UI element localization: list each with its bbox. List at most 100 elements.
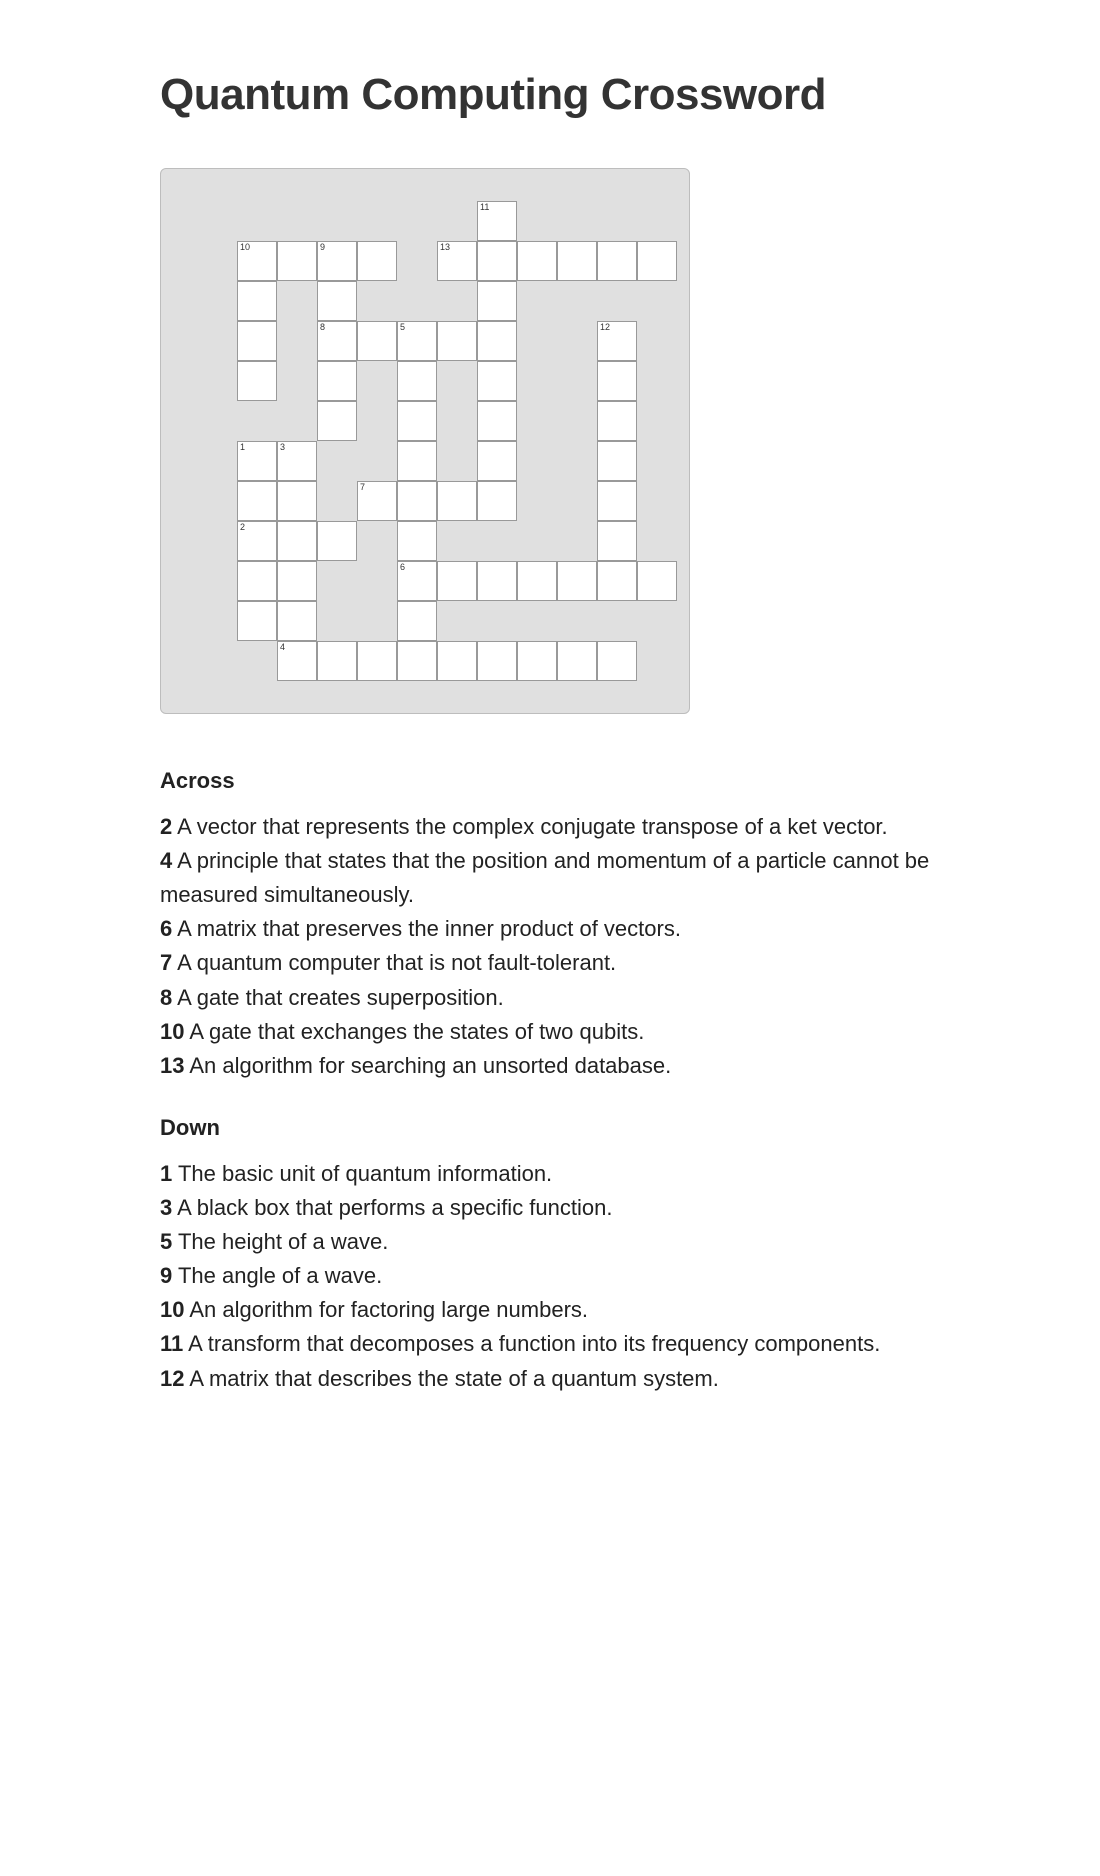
cell-number: 5 xyxy=(400,323,405,332)
cell-number: 4 xyxy=(280,643,285,652)
clue-number: 6 xyxy=(160,916,172,941)
crossword-cell[interactable] xyxy=(517,641,557,681)
crossword-cell[interactable] xyxy=(517,241,557,281)
crossword-cell[interactable] xyxy=(597,481,637,521)
crossword-cell[interactable]: 12 xyxy=(597,321,637,361)
crossword-cell[interactable]: 5 xyxy=(397,321,437,361)
crossword-cell[interactable] xyxy=(317,521,357,561)
cell-number: 7 xyxy=(360,483,365,492)
clue-text: A black box that performs a specific fun… xyxy=(172,1195,612,1220)
clue-text: The angle of a wave. xyxy=(172,1263,382,1288)
crossword-cell[interactable] xyxy=(357,241,397,281)
crossword-cell[interactable] xyxy=(397,521,437,561)
crossword-cell[interactable] xyxy=(317,641,357,681)
crossword-cell[interactable]: 6 xyxy=(397,561,437,601)
crossword-cell[interactable] xyxy=(397,601,437,641)
crossword-cell[interactable] xyxy=(477,481,517,521)
crossword-cell[interactable] xyxy=(237,601,277,641)
crossword-cell[interactable] xyxy=(357,641,397,681)
crossword-grid: 11 10 9 13 8 5 12 13 7 2 6 4 xyxy=(197,201,677,681)
down-clue: 3 A black box that performs a specific f… xyxy=(160,1191,940,1225)
crossword-cell[interactable] xyxy=(277,601,317,641)
crossword-cell[interactable] xyxy=(477,241,517,281)
crossword-cell[interactable] xyxy=(237,281,277,321)
crossword-cell[interactable] xyxy=(397,441,437,481)
clue-number: 9 xyxy=(160,1263,172,1288)
crossword-cell[interactable] xyxy=(277,561,317,601)
crossword-cell[interactable] xyxy=(557,561,597,601)
crossword-cell[interactable] xyxy=(397,641,437,681)
down-clue: 10 An algorithm for factoring large numb… xyxy=(160,1293,940,1327)
crossword-cell[interactable]: 10 xyxy=(237,241,277,281)
crossword-cell[interactable]: 4 xyxy=(277,641,317,681)
crossword-cell[interactable] xyxy=(277,481,317,521)
crossword-cell[interactable] xyxy=(477,321,517,361)
crossword-cell[interactable] xyxy=(637,561,677,601)
page: Quantum Computing Crossword 111091385121… xyxy=(80,0,1020,1544)
clue-number: 11 xyxy=(160,1331,183,1356)
crossword-cell[interactable] xyxy=(477,401,517,441)
crossword-cell[interactable] xyxy=(597,241,637,281)
crossword-cell[interactable] xyxy=(597,401,637,441)
crossword-cell[interactable] xyxy=(557,641,597,681)
crossword-cell[interactable] xyxy=(237,321,277,361)
crossword-cell[interactable] xyxy=(477,441,517,481)
crossword-cell[interactable] xyxy=(237,361,277,401)
crossword-cell[interactable] xyxy=(437,321,477,361)
crossword-cell[interactable] xyxy=(277,241,317,281)
clue-number: 4 xyxy=(160,848,172,873)
crossword-cell[interactable] xyxy=(437,481,477,521)
crossword-cell[interactable]: 3 xyxy=(277,441,317,481)
crossword-cell[interactable] xyxy=(637,241,677,281)
cell-number: 11 xyxy=(480,203,489,212)
across-clue: 7 A quantum computer that is not fault-t… xyxy=(160,946,940,980)
crossword-cell[interactable] xyxy=(317,401,357,441)
crossword-cell[interactable] xyxy=(397,481,437,521)
across-clue-list: 2 A vector that represents the complex c… xyxy=(160,810,940,1083)
crossword-cell[interactable] xyxy=(277,521,317,561)
crossword-cell[interactable] xyxy=(317,281,357,321)
crossword-cell[interactable] xyxy=(557,241,597,281)
crossword-cell[interactable] xyxy=(477,361,517,401)
clue-text: A quantum computer that is not fault-tol… xyxy=(172,950,616,975)
crossword-cell[interactable] xyxy=(237,481,277,521)
crossword-cell[interactable]: 7 xyxy=(357,481,397,521)
crossword-cell[interactable] xyxy=(437,641,477,681)
crossword-cell[interactable] xyxy=(357,321,397,361)
crossword-cell[interactable] xyxy=(317,361,357,401)
across-clue: 8 A gate that creates superposition. xyxy=(160,981,940,1015)
crossword-cell[interactable] xyxy=(597,561,637,601)
crossword-cell[interactable]: 13 xyxy=(437,241,477,281)
crossword-cell[interactable] xyxy=(397,401,437,441)
crossword-cell[interactable] xyxy=(477,641,517,681)
crossword-cell[interactable] xyxy=(477,561,517,601)
crossword-cell[interactable]: 1 xyxy=(237,441,277,481)
crossword-cell[interactable] xyxy=(597,641,637,681)
clue-number: 12 xyxy=(160,1366,184,1391)
crossword-cell[interactable] xyxy=(597,441,637,481)
clue-number: 8 xyxy=(160,985,172,1010)
across-clue: 13 An algorithm for searching an unsorte… xyxy=(160,1049,940,1083)
crossword-cell[interactable] xyxy=(597,361,637,401)
clue-text: An algorithm for searching an unsorted d… xyxy=(184,1053,671,1078)
crossword-cell[interactable] xyxy=(597,521,637,561)
clue-text: The height of a wave. xyxy=(172,1229,388,1254)
crossword-cell[interactable] xyxy=(437,561,477,601)
across-clue: 6 A matrix that preserves the inner prod… xyxy=(160,912,940,946)
clue-number: 5 xyxy=(160,1229,172,1254)
clue-text: A transform that decomposes a function i… xyxy=(183,1331,880,1356)
across-clue: 10 A gate that exchanges the states of t… xyxy=(160,1015,940,1049)
crossword-cell[interactable]: 2 xyxy=(237,521,277,561)
clue-text: A vector that represents the complex con… xyxy=(172,814,887,839)
cell-number: 2 xyxy=(240,523,245,532)
crossword-cell[interactable]: 8 xyxy=(317,321,357,361)
crossword-cell[interactable] xyxy=(397,361,437,401)
clue-text: A principle that states that the positio… xyxy=(160,848,929,907)
clues-container: Across 2 A vector that represents the co… xyxy=(160,764,940,1396)
crossword-cell[interactable] xyxy=(237,561,277,601)
crossword-cell[interactable]: 9 xyxy=(317,241,357,281)
crossword-cell[interactable] xyxy=(517,561,557,601)
cell-number: 3 xyxy=(280,443,285,452)
crossword-cell[interactable]: 11 xyxy=(477,201,517,241)
crossword-cell[interactable] xyxy=(477,281,517,321)
